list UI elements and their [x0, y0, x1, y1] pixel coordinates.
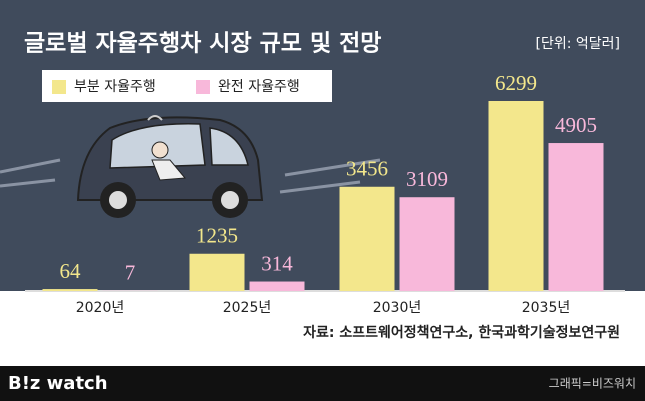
x-tick-label: 2020년 [76, 300, 125, 316]
axis-band [0, 291, 645, 366]
bar [249, 281, 305, 291]
bar [189, 253, 245, 291]
x-tick-label: 2025년 [223, 300, 272, 316]
value-label: 7 [125, 261, 136, 285]
value-label: 6299 [495, 71, 537, 95]
bar [548, 143, 604, 291]
value-label: 3109 [406, 167, 448, 191]
road-lines [0, 158, 381, 194]
chart-title: 글로벌 자율주행차 시장 규모 및 전망 [24, 31, 381, 57]
legend-label: 완전 자율주행 [218, 79, 300, 95]
footer-band [0, 366, 645, 401]
bar [488, 101, 544, 291]
value-label: 3456 [346, 157, 388, 181]
legend-label: 부분 자율주행 [74, 79, 156, 95]
brand: B!z watch [8, 373, 108, 394]
bar [399, 197, 455, 291]
legend-swatch [196, 80, 210, 94]
source: 자료: 소프트웨어정책연구소, 한국과학기술정보연구원 [303, 324, 620, 341]
value-label: 4905 [555, 113, 597, 137]
x-tick-label: 2035년 [522, 300, 571, 316]
value-label: 64 [60, 259, 82, 283]
bar [42, 289, 98, 291]
value-label: 1235 [196, 224, 238, 248]
value-label: 314 [261, 251, 293, 275]
unit-label: [단위: 억달러] [536, 36, 621, 52]
x-tick-label: 2030년 [373, 300, 422, 316]
car-illustration [76, 115, 264, 218]
credit: 그래픽=비즈워치 [549, 377, 636, 391]
legend-box [42, 70, 332, 102]
legend-swatch [52, 80, 66, 94]
bar [339, 186, 395, 291]
